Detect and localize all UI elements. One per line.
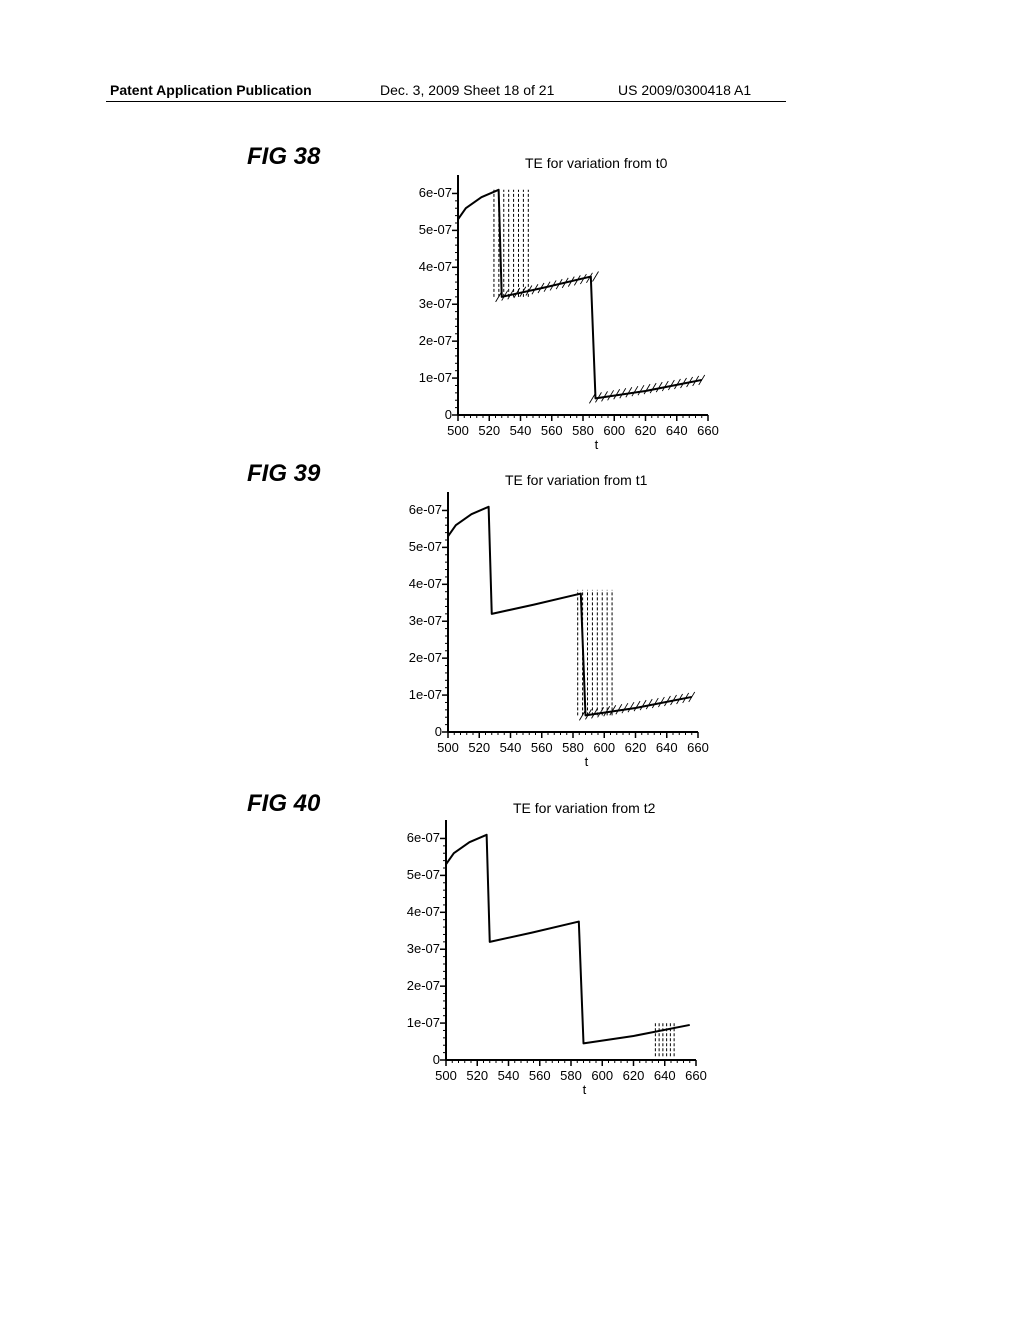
x-tick-label: 560: [531, 740, 553, 755]
x-tick-label: 640: [656, 740, 678, 755]
header-mid-text: Dec. 3, 2009 Sheet 18 of 21: [380, 82, 554, 98]
y-tick-label: 3e-07: [380, 941, 440, 956]
base-curve: [458, 190, 702, 399]
y-tick-label: 4e-07: [380, 904, 440, 919]
header-rule: [106, 101, 786, 102]
x-tick-label: 580: [572, 423, 594, 438]
y-tick-label: 2e-07: [382, 650, 442, 665]
figure-label: FIG 39: [247, 460, 320, 488]
x-tick-label: 540: [510, 423, 532, 438]
y-tick-label: 6e-07: [382, 502, 442, 517]
y-tick-label: 5e-07: [382, 539, 442, 554]
x-tick-label: 660: [685, 1068, 707, 1083]
base-curve: [448, 507, 692, 716]
chart-svg: [410, 155, 740, 445]
x-tick-label: 580: [562, 740, 584, 755]
figure-label: FIG 38: [247, 143, 320, 171]
chart-svg: [400, 472, 730, 762]
y-tick-label: 6e-07: [380, 830, 440, 845]
y-tick-label: 5e-07: [392, 222, 452, 237]
x-tick-label: 540: [498, 1068, 520, 1083]
y-tick-label: 1e-07: [392, 370, 452, 385]
x-tick-label: 600: [591, 1068, 613, 1083]
x-tick-label: 660: [697, 423, 719, 438]
x-tick-label: 520: [478, 423, 500, 438]
header-left-text: Patent Application Publication: [110, 82, 312, 98]
x-tick-label: 560: [541, 423, 563, 438]
x-axis-label: t: [583, 1082, 587, 1097]
y-tick-label: 4e-07: [392, 259, 452, 274]
header-right-text: US 2009/0300418 A1: [618, 82, 751, 98]
chart: TE for variation from t101e-072e-073e-07…: [400, 472, 730, 762]
base-curve: [446, 835, 690, 1044]
x-tick-label: 500: [437, 740, 459, 755]
x-tick-label: 500: [435, 1068, 457, 1083]
y-tick-label: 2e-07: [392, 333, 452, 348]
y-tick-label: 2e-07: [380, 978, 440, 993]
chart-svg: [398, 800, 728, 1090]
figure-label: FIG 40: [247, 790, 320, 818]
x-tick-label: 600: [593, 740, 615, 755]
x-tick-label: 540: [500, 740, 522, 755]
y-tick-label: 3e-07: [382, 613, 442, 628]
y-tick-label: 0: [382, 724, 442, 739]
x-tick-label: 500: [447, 423, 469, 438]
y-tick-label: 1e-07: [382, 687, 442, 702]
y-tick-label: 0: [380, 1052, 440, 1067]
chart: TE for variation from t001e-072e-073e-07…: [410, 155, 740, 445]
x-tick-label: 520: [468, 740, 490, 755]
y-tick-label: 1e-07: [380, 1015, 440, 1030]
y-tick-label: 5e-07: [380, 867, 440, 882]
y-tick-label: 0: [392, 407, 452, 422]
y-tick-label: 3e-07: [392, 296, 452, 311]
x-tick-label: 600: [603, 423, 625, 438]
x-tick-label: 620: [623, 1068, 645, 1083]
x-tick-label: 580: [560, 1068, 582, 1083]
y-tick-label: 6e-07: [392, 185, 452, 200]
x-axis-label: t: [585, 754, 589, 769]
x-tick-label: 620: [635, 423, 657, 438]
chart: TE for variation from t201e-072e-073e-07…: [398, 800, 728, 1090]
x-tick-label: 640: [666, 423, 688, 438]
x-tick-label: 640: [654, 1068, 676, 1083]
x-axis-label: t: [595, 437, 599, 452]
y-tick-label: 4e-07: [382, 576, 442, 591]
x-tick-label: 620: [625, 740, 647, 755]
x-tick-label: 520: [466, 1068, 488, 1083]
x-tick-label: 560: [529, 1068, 551, 1083]
x-tick-label: 660: [687, 740, 709, 755]
page-header: Patent Application Publication Dec. 3, 2…: [0, 82, 1024, 106]
